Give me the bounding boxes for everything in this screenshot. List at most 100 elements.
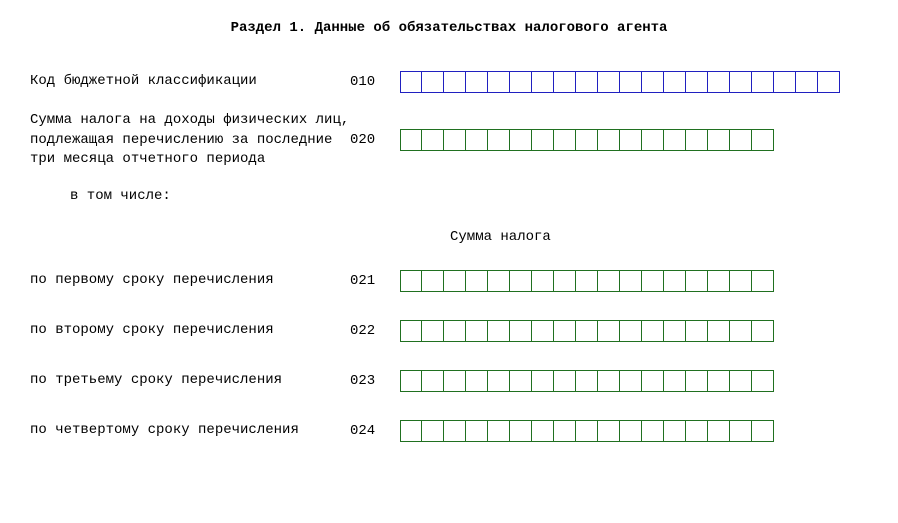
input-cell[interactable]	[708, 320, 730, 342]
input-cell[interactable]	[422, 71, 444, 93]
input-cell[interactable]	[620, 270, 642, 292]
input-cell[interactable]	[620, 420, 642, 442]
input-cell[interactable]	[466, 320, 488, 342]
input-cell[interactable]	[752, 320, 774, 342]
input-cell[interactable]	[664, 420, 686, 442]
input-cell[interactable]	[620, 129, 642, 151]
input-cell[interactable]	[488, 320, 510, 342]
input-cell[interactable]	[620, 370, 642, 392]
input-cell[interactable]	[598, 370, 620, 392]
input-cell[interactable]	[422, 129, 444, 151]
input-cells[interactable]	[400, 420, 774, 442]
input-cell[interactable]	[576, 129, 598, 151]
input-cell[interactable]	[488, 370, 510, 392]
input-cell[interactable]	[400, 129, 422, 151]
input-cell[interactable]	[686, 320, 708, 342]
input-cell[interactable]	[400, 270, 422, 292]
input-cell[interactable]	[752, 129, 774, 151]
input-cell[interactable]	[708, 420, 730, 442]
input-cells[interactable]	[400, 71, 840, 93]
input-cell[interactable]	[554, 270, 576, 292]
input-cell[interactable]	[686, 370, 708, 392]
input-cell[interactable]	[576, 370, 598, 392]
input-cell[interactable]	[664, 320, 686, 342]
input-cell[interactable]	[708, 270, 730, 292]
input-cell[interactable]	[708, 129, 730, 151]
input-cell[interactable]	[510, 420, 532, 442]
input-cell[interactable]	[510, 129, 532, 151]
input-cell[interactable]	[642, 129, 664, 151]
input-cell[interactable]	[664, 270, 686, 292]
input-cell[interactable]	[818, 71, 840, 93]
input-cell[interactable]	[488, 71, 510, 93]
input-cell[interactable]	[642, 420, 664, 442]
input-cell[interactable]	[708, 71, 730, 93]
input-cell[interactable]	[466, 129, 488, 151]
input-cell[interactable]	[422, 370, 444, 392]
input-cell[interactable]	[554, 370, 576, 392]
input-cell[interactable]	[532, 270, 554, 292]
input-cell[interactable]	[488, 129, 510, 151]
input-cell[interactable]	[532, 320, 554, 342]
input-cell[interactable]	[554, 420, 576, 442]
input-cell[interactable]	[620, 320, 642, 342]
input-cell[interactable]	[642, 270, 664, 292]
input-cell[interactable]	[400, 420, 422, 442]
input-cell[interactable]	[642, 71, 664, 93]
input-cell[interactable]	[576, 320, 598, 342]
input-cells[interactable]	[400, 129, 774, 151]
input-cell[interactable]	[752, 270, 774, 292]
input-cell[interactable]	[598, 270, 620, 292]
input-cells[interactable]	[400, 320, 774, 342]
input-cell[interactable]	[532, 420, 554, 442]
input-cell[interactable]	[532, 370, 554, 392]
input-cell[interactable]	[686, 270, 708, 292]
input-cell[interactable]	[774, 71, 796, 93]
input-cell[interactable]	[466, 420, 488, 442]
input-cell[interactable]	[532, 129, 554, 151]
input-cell[interactable]	[510, 370, 532, 392]
input-cell[interactable]	[400, 320, 422, 342]
input-cell[interactable]	[466, 370, 488, 392]
input-cell[interactable]	[488, 270, 510, 292]
input-cell[interactable]	[686, 129, 708, 151]
input-cell[interactable]	[686, 420, 708, 442]
input-cell[interactable]	[686, 71, 708, 93]
input-cells[interactable]	[400, 270, 774, 292]
input-cell[interactable]	[444, 129, 466, 151]
input-cell[interactable]	[598, 71, 620, 93]
input-cell[interactable]	[532, 71, 554, 93]
input-cell[interactable]	[510, 320, 532, 342]
input-cell[interactable]	[664, 370, 686, 392]
input-cell[interactable]	[444, 370, 466, 392]
input-cell[interactable]	[598, 320, 620, 342]
input-cell[interactable]	[510, 270, 532, 292]
input-cell[interactable]	[510, 71, 532, 93]
input-cell[interactable]	[708, 370, 730, 392]
input-cell[interactable]	[466, 270, 488, 292]
input-cell[interactable]	[730, 270, 752, 292]
input-cell[interactable]	[752, 71, 774, 93]
input-cell[interactable]	[730, 129, 752, 151]
input-cell[interactable]	[400, 370, 422, 392]
input-cell[interactable]	[730, 420, 752, 442]
input-cell[interactable]	[488, 420, 510, 442]
input-cell[interactable]	[444, 420, 466, 442]
input-cell[interactable]	[444, 270, 466, 292]
input-cell[interactable]	[554, 320, 576, 342]
input-cell[interactable]	[576, 420, 598, 442]
input-cell[interactable]	[598, 129, 620, 151]
input-cell[interactable]	[422, 320, 444, 342]
input-cell[interactable]	[730, 71, 752, 93]
input-cell[interactable]	[466, 71, 488, 93]
input-cell[interactable]	[642, 370, 664, 392]
input-cell[interactable]	[796, 71, 818, 93]
input-cell[interactable]	[400, 71, 422, 93]
input-cell[interactable]	[554, 71, 576, 93]
input-cell[interactable]	[422, 420, 444, 442]
input-cell[interactable]	[598, 420, 620, 442]
input-cell[interactable]	[730, 370, 752, 392]
input-cell[interactable]	[620, 71, 642, 93]
input-cell[interactable]	[664, 71, 686, 93]
input-cell[interactable]	[576, 71, 598, 93]
